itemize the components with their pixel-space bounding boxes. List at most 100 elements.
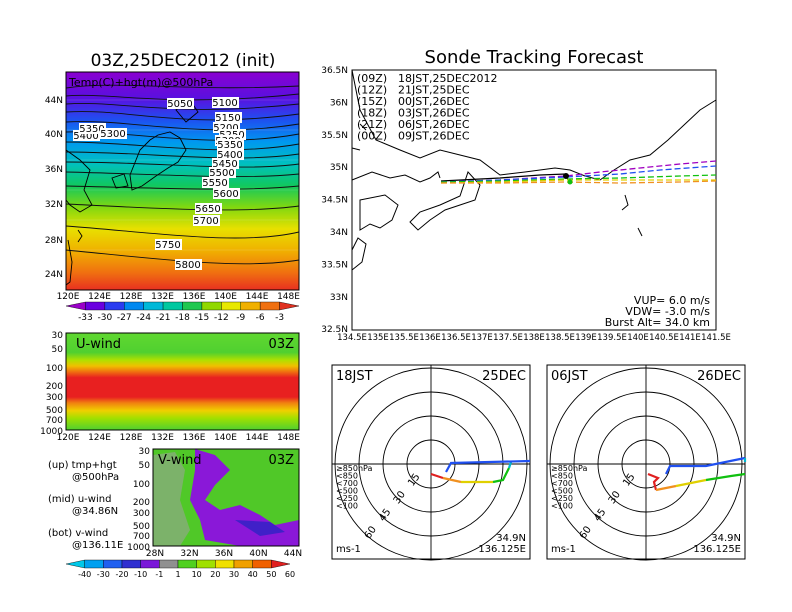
track-line [440, 174, 717, 183]
height-label: 5100 [212, 98, 237, 109]
lon-label: 140E [627, 333, 649, 343]
u-wind-time: 03Z [269, 337, 295, 352]
wind-colorbar-label: -10 [134, 570, 147, 579]
pressure-legend-item: <500 [551, 487, 573, 496]
pressure-label: 30 [52, 331, 64, 341]
colorbar-swatch [143, 301, 164, 311]
colorbar-swatch [124, 301, 144, 311]
lon-label: 141E [679, 333, 701, 343]
wind-colorbar-swatch [103, 559, 123, 569]
lon-label: 148E [277, 292, 300, 302]
colorbar-swatch [201, 301, 222, 311]
height-label-bg [212, 97, 239, 108]
colorbar-label: -12 [214, 313, 229, 323]
lon-label: 128E [120, 433, 143, 443]
lat-label: 44N [45, 96, 63, 106]
wind-colorbar-label: 60 [285, 570, 295, 579]
lon-label: 139.5E [597, 333, 627, 343]
temperature-colorbar: -33 -30 -27 -24 -21 -18 -15 -12 -9 -6 -3 [65, 301, 300, 323]
hodograph-lon: 136.125E [693, 544, 741, 555]
lon-label: 120E [57, 433, 80, 443]
lon-label: 132E [151, 292, 174, 302]
height-label: 5400 [217, 150, 242, 161]
pressure-legend-item: ≥850hPa [336, 464, 373, 473]
height-label: 5450 [212, 159, 237, 170]
colorbar-label: -3 [275, 313, 284, 323]
v-wind-negative-core [235, 520, 285, 536]
height-label: 5350 [217, 140, 242, 151]
colorbar-label: -6 [256, 313, 265, 323]
colorbar-swatch [85, 301, 106, 311]
wind-colorbar-swatch [121, 559, 141, 569]
lon-label: 136.5E [441, 333, 471, 343]
wind-colorbar-label: 50 [266, 570, 276, 579]
track-line [441, 180, 717, 184]
lat-label: 33.5N [321, 260, 348, 270]
lon-label: 139E [575, 333, 597, 343]
lon-label: 120E [57, 292, 80, 302]
note-bot-a: (bot) v-wind [48, 528, 108, 539]
colorbar-label: -33 [78, 313, 93, 323]
wind-colorbar: -40 -30 -20 -10 -1 1 10 20 30 40 50 60 [65, 559, 295, 579]
lon-label: 135.5E [389, 333, 419, 343]
vup-value: VUP= 6.0 m/s [634, 294, 710, 307]
trace-red [430, 472, 444, 480]
lat-label: 32.5N [321, 325, 348, 335]
pressure-legend-item: <250 [551, 494, 573, 503]
wind-colorbar-label: 20 [210, 570, 220, 579]
track-lines [440, 160, 717, 185]
lat-label: 44N [284, 549, 302, 559]
pressure-label: 700 [46, 416, 63, 426]
v-wind-negative-region [190, 449, 299, 546]
pressure-label: 200 [133, 498, 150, 508]
colorbar-label: -15 [195, 313, 210, 323]
height-label-bg [79, 123, 106, 134]
hodograph-panel-2: 06JST 26DEC34.9N136.125Ems-115304560≥850h… [546, 364, 747, 561]
height-label-bg [195, 203, 222, 214]
pressure-label: 500 [46, 406, 63, 416]
trace-blue [665, 456, 746, 475]
colorbar-label: -9 [236, 313, 245, 323]
track-legend: (09Z) 18JST,25DEC2012 (12Z) 21JST,25DEC (15Z… [357, 72, 498, 143]
pressure-legend-item: <100 [336, 502, 358, 511]
height-contours [65, 84, 300, 265]
legend-code: (18Z) [357, 107, 387, 120]
hodograph-trace [647, 456, 747, 492]
hodograph-trace [430, 459, 531, 484]
height-label-bg [213, 188, 240, 199]
wind-colorbar-label: 30 [229, 570, 239, 579]
lon-label: 144E [246, 292, 269, 302]
height-label: 5500 [209, 168, 234, 179]
legend-text: 06JST,26DEC [398, 118, 470, 131]
temperature-map-subtitle: Temp(C)+hgt(m)@500hPa [68, 76, 213, 89]
height-label: 5400 [73, 131, 98, 142]
colorbar-swatch [259, 301, 280, 311]
u-wind-field [66, 333, 299, 430]
pressure-label: 50 [139, 461, 151, 471]
note-up-b: @500hPa [72, 472, 119, 483]
colorbar-label: -24 [136, 313, 151, 323]
hodograph-units: ms-1 [551, 544, 576, 555]
wind-colorbar-label: -30 [97, 570, 110, 579]
height-label-bg [100, 128, 127, 139]
legend-text: 21JST,25DEC [398, 84, 470, 97]
coastlines [65, 99, 199, 286]
lon-label: 144E [246, 433, 269, 443]
colorbar-swatch [104, 301, 125, 311]
colorbar-swatch [240, 301, 261, 311]
lat-label: 40N [45, 130, 63, 140]
v-wind-label: V-wind [158, 453, 202, 468]
pressure-label: 1000 [127, 543, 150, 553]
height-label: 5750 [155, 240, 180, 251]
wind-colorbar-swatch [84, 559, 104, 569]
hodograph-lat: 34.9N [711, 533, 741, 544]
track-map-frame [351, 69, 717, 331]
pressure-legend-item: <850 [551, 472, 573, 481]
trace-red [647, 472, 660, 491]
wind-colorbar-label: 10 [192, 570, 202, 579]
lat-label: 28N [146, 549, 164, 559]
track-line [440, 179, 716, 184]
height-label-bg [217, 149, 244, 160]
